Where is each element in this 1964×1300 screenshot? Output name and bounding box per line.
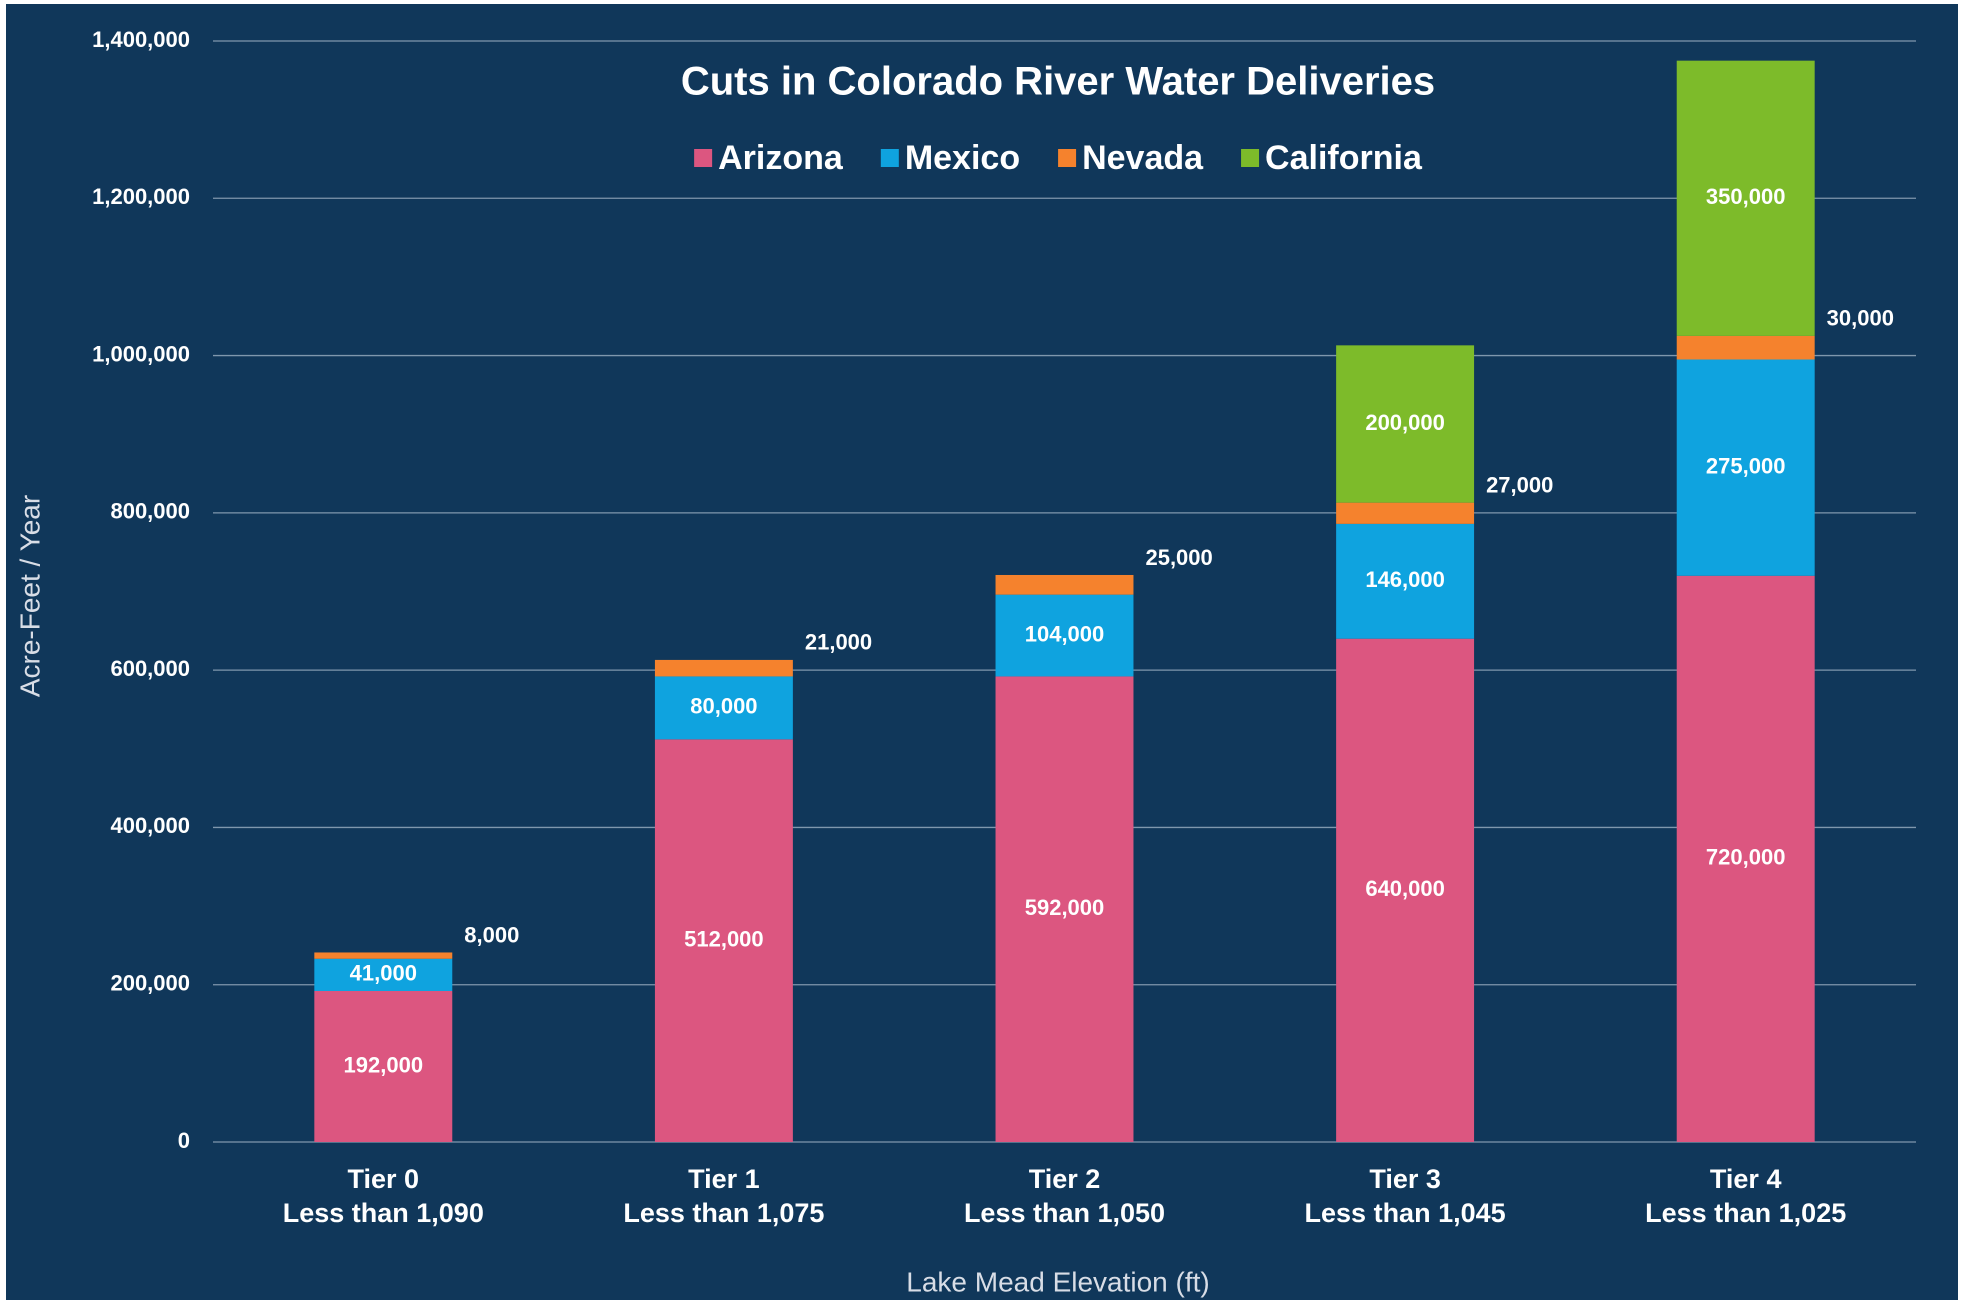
bar-segment <box>1336 638 1475 1142</box>
data-label: 41,000 <box>350 961 417 986</box>
data-label: 146,000 <box>1365 567 1445 592</box>
data-label: 80,000 <box>690 694 757 719</box>
bar-segment <box>995 574 1134 595</box>
y-tick-label: 1,400,000 <box>92 27 190 52</box>
y-tick-label: 400,000 <box>110 813 190 838</box>
bar-segment <box>995 594 1134 677</box>
legend-label: Arizona <box>718 139 844 177</box>
data-label: 512,000 <box>684 926 764 951</box>
y-tick-label: 200,000 <box>110 971 190 996</box>
y-tick-label: 0 <box>178 1128 190 1153</box>
bar-segment <box>1676 575 1815 1142</box>
data-label: 200,000 <box>1365 410 1445 435</box>
x-tick-label: Tier 1 Less than 1,075 <box>623 1164 825 1228</box>
legend-label: California <box>1265 139 1423 177</box>
bar-segment <box>995 676 1134 1142</box>
data-label: 350,000 <box>1706 184 1786 209</box>
data-label: 640,000 <box>1365 876 1445 901</box>
bar-segment <box>654 739 793 1142</box>
data-label: 104,000 <box>1025 621 1105 646</box>
y-tick-label: 600,000 <box>110 656 190 681</box>
chart: Cuts in Colorado River Water Deliveries … <box>14 27 1916 1297</box>
y-tick-label: 1,200,000 <box>92 184 190 209</box>
y-tick-label: 800,000 <box>110 499 190 524</box>
y-tick-label: 1,000,000 <box>92 341 190 366</box>
x-axis-label: Lake Mead Elevation (ft) <box>906 1266 1210 1297</box>
legend-swatch <box>1241 149 1260 167</box>
bar-segment <box>314 958 453 992</box>
x-tick-label: Tier 3 Less than 1,045 <box>1304 1164 1506 1228</box>
data-label: 192,000 <box>344 1052 424 1077</box>
x-tick-label: Tier 4 Less than 1,025 <box>1645 1164 1847 1228</box>
legend-swatch <box>880 149 899 167</box>
bar-segment <box>1336 523 1475 639</box>
bar-segment <box>1676 60 1815 336</box>
bar-segment <box>1676 335 1815 360</box>
data-label: 25,000 <box>1145 545 1212 570</box>
y-axis-label: Acre-Feet / Year <box>14 495 45 697</box>
bar-segment <box>1676 359 1815 576</box>
x-tick-label: Tier 2 Less than 1,050 <box>963 1164 1166 1228</box>
bar-segment <box>314 952 453 959</box>
x-tick-label: Tier 0 Less than 1,090 <box>282 1164 484 1228</box>
data-label: 21,000 <box>805 630 872 655</box>
legend-swatch <box>694 149 713 167</box>
legend: Arizona Mexico Nevada California <box>694 139 1423 177</box>
data-label: 275,000 <box>1706 453 1786 478</box>
data-label: 720,000 <box>1706 845 1786 870</box>
bar-segment <box>1336 502 1475 524</box>
legend-label: Mexico <box>905 139 1020 177</box>
bar-segment <box>1336 345 1475 503</box>
chart-title: Cuts in Colorado River Water Deliveries <box>681 60 1435 104</box>
data-label: 30,000 <box>1827 306 1894 331</box>
data-label: 27,000 <box>1486 472 1553 497</box>
bar-segment <box>654 659 793 677</box>
chart-background: Cuts in Colorado River Water Deliveries … <box>6 4 1958 1300</box>
legend-label: Nevada <box>1082 139 1204 177</box>
legend-swatch <box>1058 149 1077 167</box>
data-label: 8,000 <box>464 922 519 947</box>
bar-segment <box>654 676 793 740</box>
bar-segment <box>314 991 453 1142</box>
data-label: 592,000 <box>1025 895 1105 920</box>
